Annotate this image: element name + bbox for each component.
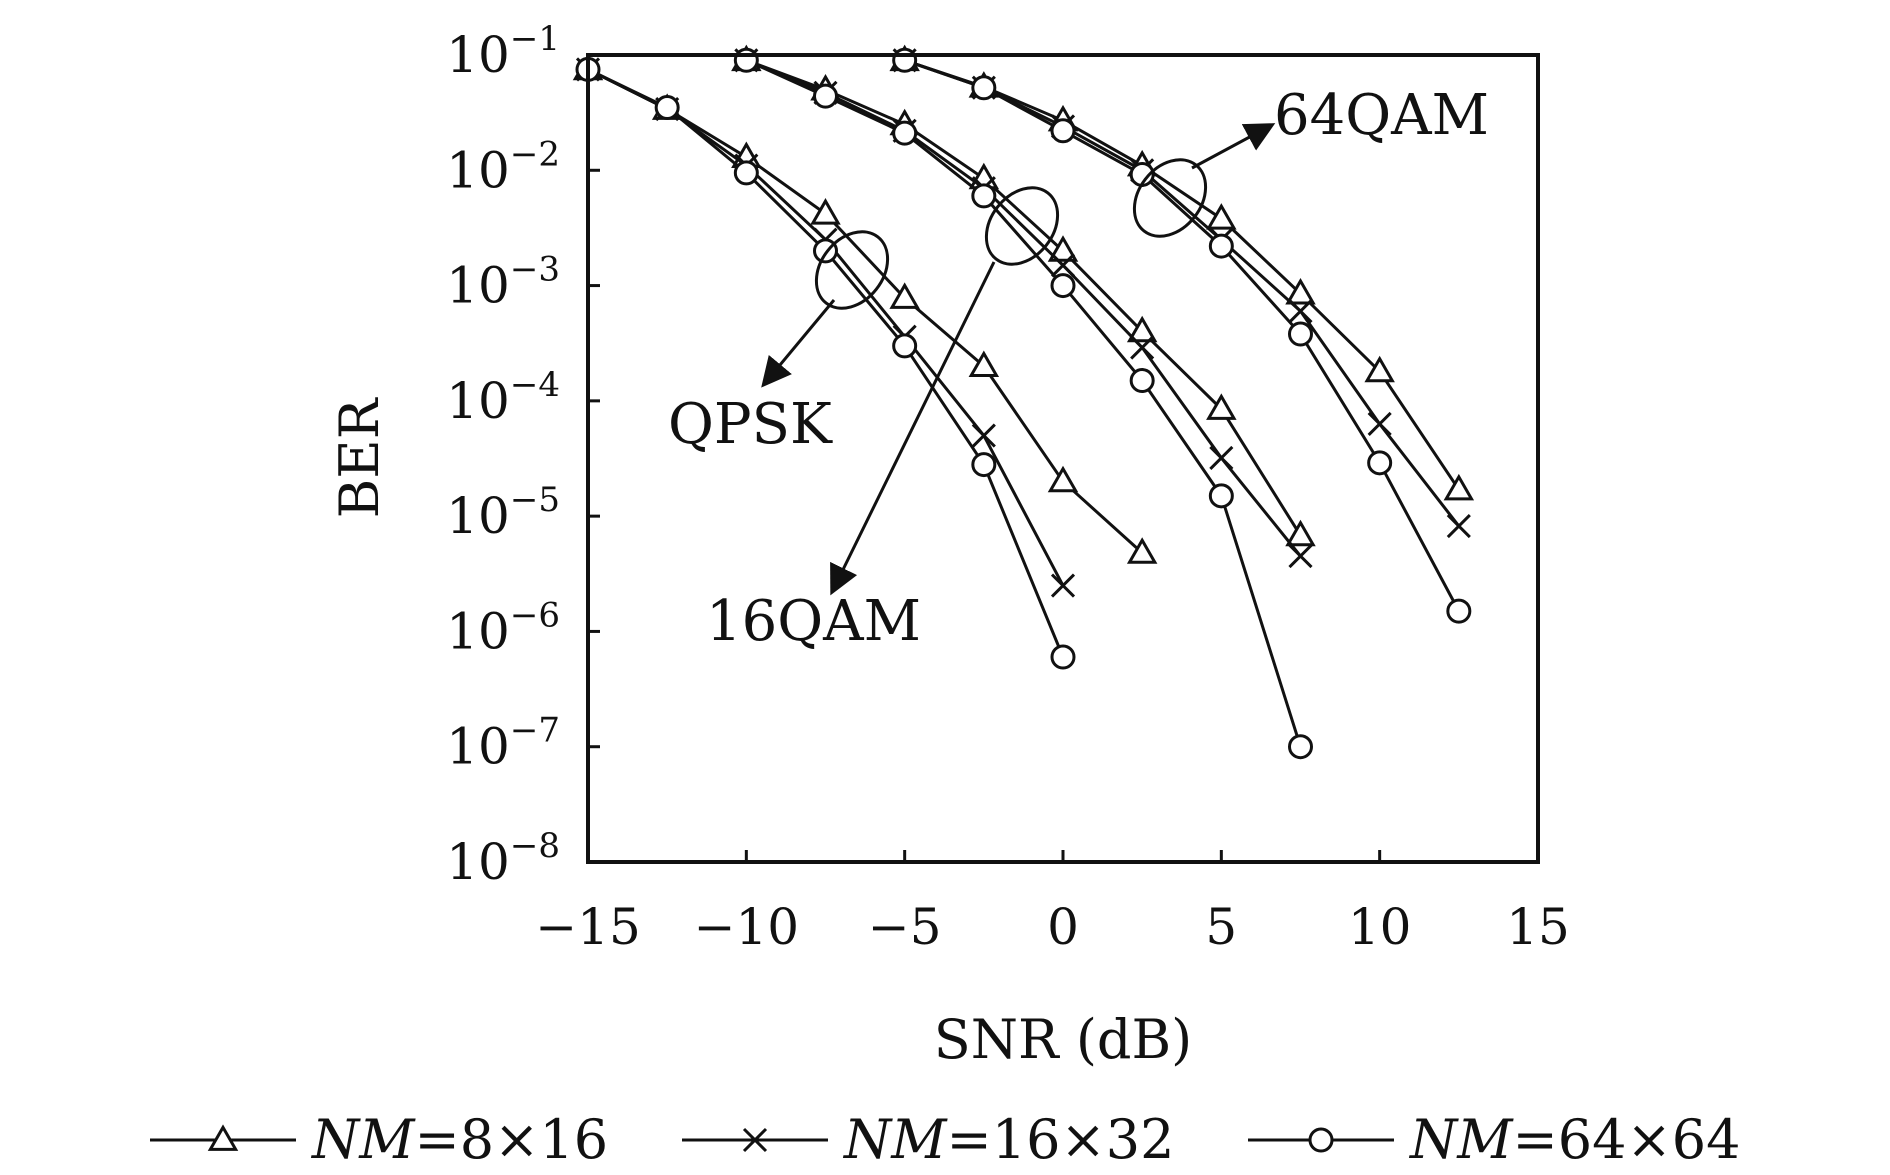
data-point-circle [1367,450,1393,476]
y-tick-label: 10−6 [446,595,560,660]
y-tick-label: 10−7 [446,711,560,776]
data-point-cross [1209,445,1234,470]
data-point-circle [1050,644,1076,670]
plot-frame [586,53,1540,864]
data-point-circle [892,47,918,73]
x-tick-label: 10 [1348,898,1412,956]
data-point-circle [1129,368,1155,394]
annotation-arrow [830,261,996,596]
x-axis-label: SNR (dB) [934,1008,1192,1071]
series-line [587,68,1065,587]
x-axis-ticks: −15 −10 −5 0 5 10 15 [535,850,1570,956]
annotation-arrow [1191,123,1276,170]
data-point-cross [1446,514,1471,539]
y-axis-label: BER [328,397,391,518]
x-tick-label: 15 [1506,898,1570,956]
x-tick-label: −15 [535,898,641,956]
x-tick-label: 0 [1047,898,1079,956]
data-point-circle [1208,233,1234,259]
data-point-triangle [889,282,920,309]
annotation-64qam: 64QAM [1132,83,1489,238]
y-tick-label: 10−2 [446,134,560,199]
data-point-circle [733,47,759,73]
series-line [745,58,1302,537]
data-point-circle [971,75,997,101]
data-point-circle [1446,598,1472,624]
y-tick-label: 10−1 [446,19,560,84]
series-line [904,58,1461,491]
y-axis-ticks: 10−1 10−2 10−3 10−4 10−5 10−6 10−7 10−8 [446,19,600,891]
data-point-triangle [968,350,1000,378]
legend-label: NM=64×64 [1408,1108,1740,1171]
data-point-cross [1050,253,1076,278]
data-point-cross [1367,411,1392,437]
legend-label: NM=16×32 [842,1108,1174,1171]
data-point-triangle [1443,473,1475,501]
data-point-circle [971,452,997,478]
plot-annotations: QPSK 16QAM 64QAM [668,83,1489,654]
data-point-circle [892,120,918,146]
data-point-circle [1288,321,1313,347]
data-point-circle [1050,118,1076,144]
data-point-triangle [1285,278,1316,305]
series-16qam-nm64x64 [733,47,1313,760]
annotation-ellipse [814,230,890,310]
series-line [745,58,1302,748]
x-tick-label: −5 [868,898,942,956]
y-tick-label: 10−8 [446,826,560,891]
y-tick-label: 10−5 [446,480,560,545]
y-tick-label: 10−4 [446,365,560,430]
data-point-triangle [1364,355,1395,383]
data-point-triangle [1047,235,1079,262]
data-point-circle [1288,734,1313,760]
data-point-triangle [1047,465,1079,493]
data-point-circle [654,95,680,121]
series-qpsk-nm64x64 [575,56,1076,670]
data-point-cross [1288,299,1313,324]
data-point-circle [1208,483,1234,509]
series-line [587,68,1065,658]
data-point-triangle [1206,203,1237,230]
annotation-qpsk: QPSK [668,230,890,457]
legend-marker-cross [742,1127,768,1153]
series-line [904,58,1461,612]
legend-marker-triangle [207,1124,239,1151]
legend-entry-nm16x32: NM=16×32 [682,1108,1174,1171]
annotation-label: 64QAM [1274,83,1489,148]
annotation-ellipse [984,186,1060,266]
y-tick-label: 10−3 [446,250,560,315]
data-point-cross [1288,544,1313,569]
x-tick-label: −10 [694,898,800,956]
data-point-triangle [1206,393,1237,420]
legend-entry-nm64x64: NM=64×64 [1248,1108,1740,1171]
legend-marker-circle [1308,1127,1334,1153]
data-point-cross [1130,335,1155,360]
annotation-16qam: 16QAM [706,186,1060,654]
annotation-label: 16QAM [706,589,921,654]
legend-label: NM=8×16 [310,1108,608,1171]
annotation-label: QPSK [668,392,833,457]
data-point-cross [1050,573,1076,598]
data-point-cross [971,423,996,448]
data-point-circle [892,333,918,359]
series-line [745,58,1302,558]
data-point-triangle [810,198,841,225]
data-point-circle [1050,273,1076,299]
legend-entry-nm8x16: NM=8×16 [150,1108,608,1171]
data-point-triangle [1126,315,1158,343]
data-point-triangle [1285,519,1316,547]
data-point-triangle [1126,537,1158,564]
legend: NM=8×16 NM=16×32 NM=64×64 [150,1108,1740,1171]
data-point-circle [733,160,759,186]
data-point-circle [813,83,838,109]
x-tick-label: 5 [1205,898,1237,956]
annotation-arrow [761,299,836,388]
series-qpsk-nm16x32 [575,57,1076,598]
data-point-circle [971,183,997,209]
